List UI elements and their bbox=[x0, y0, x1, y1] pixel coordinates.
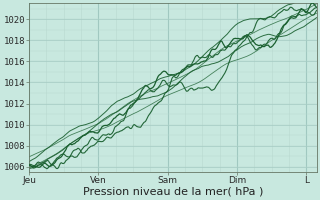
X-axis label: Pression niveau de la mer( hPa ): Pression niveau de la mer( hPa ) bbox=[83, 187, 263, 197]
